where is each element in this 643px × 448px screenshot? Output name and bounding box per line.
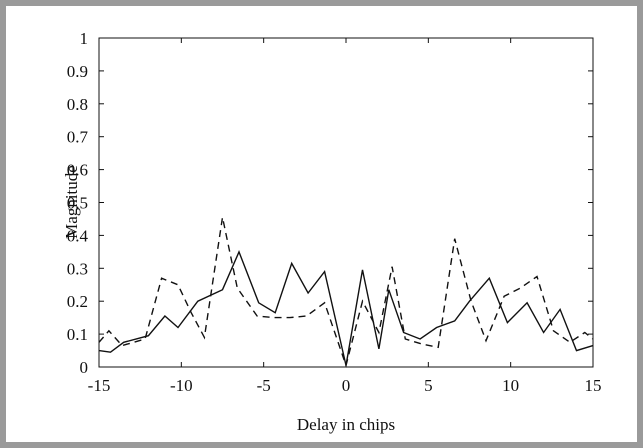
y-tick-label: 0.3	[67, 259, 88, 278]
y-tick-label: 0.2	[67, 292, 88, 311]
y-tick-label: 0.8	[67, 95, 88, 114]
y-tick-label: 0.1	[67, 325, 88, 344]
y-tick-label: 1	[80, 29, 89, 48]
y-tick-label: 0	[80, 358, 89, 377]
x-tick-label: 10	[502, 376, 519, 395]
y-tick-label: 0.9	[67, 62, 88, 81]
x-tick-label: 5	[424, 376, 433, 395]
y-tick-label: 0.7	[67, 128, 89, 147]
x-tick-label: -5	[257, 376, 271, 395]
y-axis-title: Magnitude	[62, 165, 81, 239]
y-axis-ticks: 0 0.1 0.2 0.3 0.4 0.5 0.6 0.7 0.8 0.9 1	[67, 29, 593, 377]
x-tick-label: 0	[342, 376, 351, 395]
x-tick-label: -10	[170, 376, 193, 395]
series-line-dashed	[98, 217, 594, 368]
y-tick-label: 0.4	[67, 226, 89, 245]
series-line-solid	[98, 250, 594, 366]
series-layer	[98, 217, 594, 368]
x-tick-label: -15	[88, 376, 111, 395]
x-axis-title: Delay in chips	[297, 415, 395, 434]
plot-area	[98, 37, 594, 368]
y-tick-label: 0.6	[67, 161, 88, 180]
x-axis-ticks: -15 -10 -5 0 5 10 15	[88, 38, 602, 395]
x-tick-label: 15	[585, 376, 602, 395]
y-tick-label: 0.5	[67, 194, 88, 213]
line-chart: -15 -10 -5 0 5 10 15 0 0.1 0.2 0.3 0.4 0.5 0.6 0.7 0.8…	[62, 29, 602, 434]
